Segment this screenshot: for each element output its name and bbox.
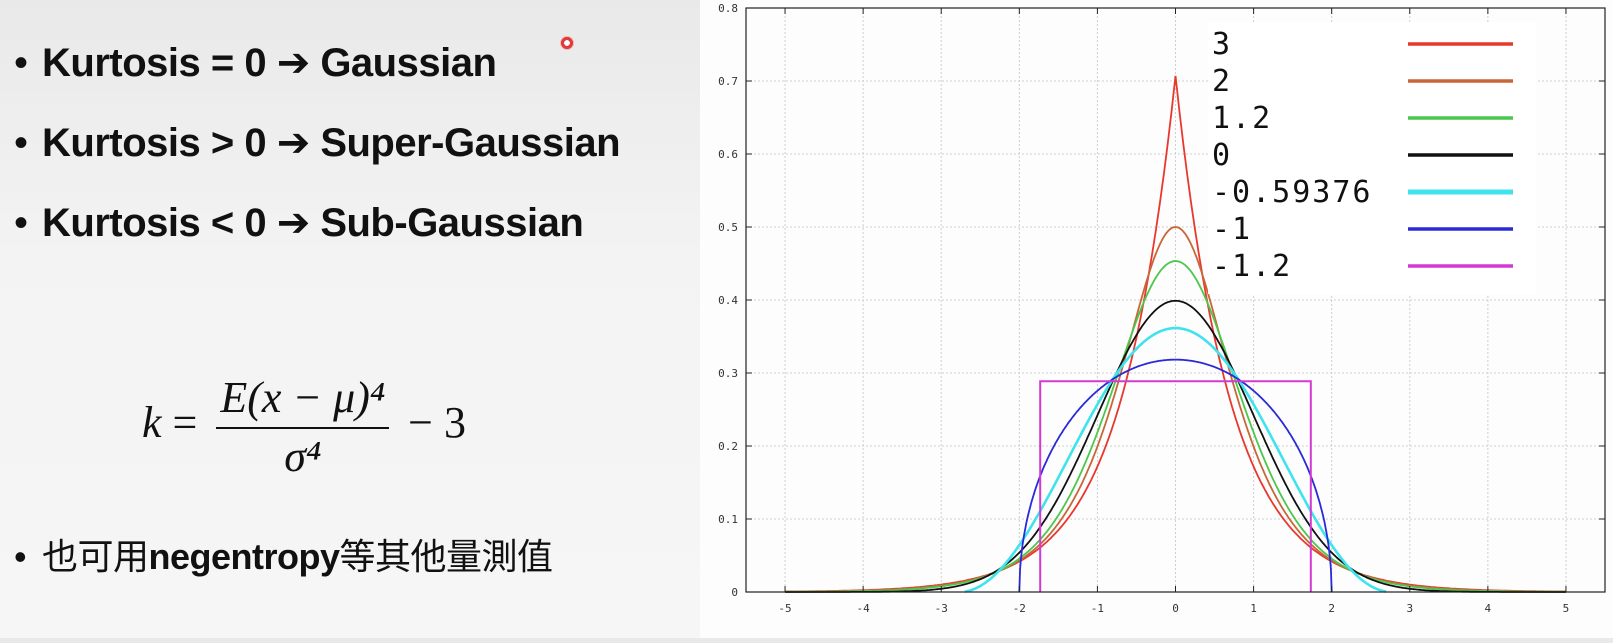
legend-background [1208,22,1536,294]
note-keyword: negentropy [148,536,341,577]
legend-label: 2 [1212,64,1232,99]
y-tick-label: 0 [731,586,738,599]
kurtosis-formula: k = E(x − μ)⁴ σ⁴ − 3 [142,372,466,482]
bullet-marker: • [14,536,27,577]
bullet-gaussian: • Kurtosis = 0 ➔ Gaussian [14,40,497,86]
x-tick-label: -5 [778,602,791,615]
legend-label: 1.2 [1212,101,1272,136]
series-1.2-line [785,260,1566,593]
x-tick-label: 3 [1406,602,1413,615]
y-tick-label: 0.2 [718,440,738,453]
x-tick-label: 4 [1485,602,1492,615]
x-tick-label: -2 [1013,602,1026,615]
formula-numerator: E(x − μ)⁴ [216,372,390,429]
formula-suffix: − 3 [408,398,466,448]
bullet-marker: • [14,201,28,245]
bullet-negentropy-note: • 也可用negentropy等其他量測值 [14,528,553,580]
y-tick-label: 0.7 [718,75,738,88]
curves [784,75,1567,593]
y-tick-label: 0.8 [718,2,738,15]
bullet-super-gaussian: • Kurtosis > 0 ➔ Super-Gaussian [14,120,621,166]
series--0.59376-line [964,326,1387,593]
bullet-marker: • [14,121,28,165]
slide-text-panel: • Kurtosis = 0 ➔ Gaussian • Kurtosis > 0 ➔… [0,0,700,638]
x-tick-label: -3 [935,602,948,615]
x-tick-label: 1 [1250,602,1257,615]
legend-label: -0.59376 [1212,175,1373,210]
axes [745,7,1606,593]
x-tick-label: 2 [1328,602,1335,615]
bullet-text: Kurtosis < 0 ➔ Sub-Gaussian [42,201,584,245]
note-suffix: 等其他量測值 [339,536,554,577]
legend: 321.20-0.59376-1-1.2 [1212,27,1513,284]
y-tick-label: 0.5 [718,221,738,234]
bullet-text: Kurtosis > 0 ➔ Super-Gaussian [42,121,621,165]
x-tick-label: -1 [1091,602,1104,615]
x-tick-label: 5 [1563,602,1570,615]
chart-panel: 3 2 1.2 0 -0.59376 -1 -1.2 -5 -4 -3 -2 -1 0 1 2 3 4 5 0 0.… [700,0,1613,638]
kurtosis-distribution-chart: 321.20-0.59376-1-1.2 -5 -4 -3 -2 -1 0 1 2 3 4 500.… [718,2,1606,615]
legend-label: 0 [1212,138,1232,173]
y-tick-label: 0.1 [718,513,738,526]
formula-equals: = [172,398,198,448]
pointer-cursor-icon [560,36,574,50]
series--1.2-line [1039,380,1312,592]
series--1-line [1018,358,1333,593]
formula-denominator: σ⁴ [284,432,322,481]
y-tick-label: 0.4 [718,294,738,307]
bullet-marker: • [14,41,28,85]
tick-labels: -5 -4 -3 -2 -1 0 1 2 3 4 500.10.20.30.40.50.60.70.… [718,2,1569,615]
legend-label: -1 [1212,212,1252,247]
x-tick-label: -4 [857,602,871,615]
y-tick-label: 0.6 [718,148,738,161]
y-tick-label: 0.3 [718,367,738,380]
legend-label: -1.2 [1212,249,1292,284]
bullet-sub-gaussian: • Kurtosis < 0 ➔ Sub-Gaussian [14,200,584,246]
x-tick-label: 0 [1172,602,1179,615]
note-prefix: 也可用 [42,536,149,577]
series-0-line [785,299,1566,593]
legend-label: 3 [1212,27,1232,62]
formula-lhs: k [142,398,162,448]
formula-fraction: E(x − μ)⁴ σ⁴ [216,372,390,482]
bullet-text: Kurtosis = 0 ➔ Gaussian [42,41,497,85]
